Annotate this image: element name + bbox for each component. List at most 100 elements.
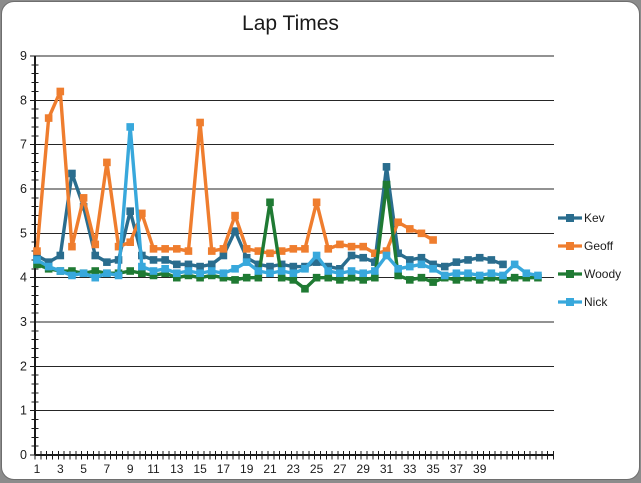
data-point-kev-lap-22[interactable] — [277, 260, 286, 269]
data-point-kev-lap-3[interactable] — [56, 251, 65, 260]
data-point-kev-lap-1[interactable] — [33, 251, 41, 260]
data-point-kev-lap-16[interactable] — [207, 260, 216, 269]
data-point-nick-lap-42[interactable] — [510, 260, 519, 269]
data-point-geoff-lap-25[interactable] — [312, 198, 321, 207]
data-point-woody-lap-32[interactable] — [394, 271, 402, 280]
data-point-woody-lap-43[interactable] — [522, 273, 531, 282]
data-point-woody-lap-30[interactable] — [371, 273, 379, 282]
data-point-nick-lap-3[interactable] — [56, 267, 65, 275]
data-point-kev-lap-33[interactable] — [406, 256, 414, 264]
data-point-kev-lap-11[interactable] — [149, 256, 158, 264]
data-point-nick-lap-16[interactable] — [207, 267, 216, 275]
data-point-woody-lap-11[interactable] — [149, 271, 158, 280]
data-point-woody-lap-24[interactable] — [301, 284, 309, 293]
data-point-nick-lap-24[interactable] — [301, 265, 309, 273]
data-point-geoff-lap-34[interactable] — [417, 229, 426, 238]
data-point-geoff-lap-13[interactable] — [173, 245, 181, 253]
data-point-geoff-lap-18[interactable] — [231, 211, 239, 220]
data-point-woody-lap-17[interactable] — [219, 273, 228, 282]
data-point-kev-lap-39[interactable] — [475, 253, 484, 262]
data-point-nick-lap-7[interactable] — [103, 269, 111, 278]
data-point-geoff-lap-21[interactable] — [266, 249, 274, 258]
data-point-geoff-lap-1[interactable] — [33, 247, 41, 255]
data-point-nick-lap-30[interactable] — [371, 267, 379, 275]
data-point-kev-lap-36[interactable] — [440, 262, 449, 271]
data-point-nick-lap-14[interactable] — [184, 267, 193, 275]
data-point-nick-lap-41[interactable] — [499, 271, 507, 280]
data-point-geoff-lap-33[interactable] — [406, 225, 414, 233]
data-point-woody-lap-12[interactable] — [161, 269, 169, 278]
data-point-nick-lap-21[interactable] — [266, 269, 274, 278]
data-point-kev-lap-25[interactable] — [312, 258, 321, 266]
data-point-woody-lap-39[interactable] — [475, 276, 484, 284]
data-point-geoff-lap-7[interactable] — [103, 158, 111, 167]
data-point-nick-lap-25[interactable] — [312, 251, 321, 260]
data-point-nick-lap-20[interactable] — [254, 267, 263, 275]
data-point-nick-lap-1[interactable] — [33, 256, 41, 264]
data-point-kev-lap-34[interactable] — [417, 253, 426, 262]
data-point-nick-lap-27[interactable] — [336, 269, 344, 278]
data-point-kev-lap-9[interactable] — [126, 207, 134, 215]
data-point-kev-lap-17[interactable] — [219, 251, 228, 260]
data-point-kev-lap-27[interactable] — [336, 265, 344, 273]
data-point-woody-lap-15[interactable] — [196, 273, 204, 282]
data-point-woody-lap-16[interactable] — [207, 271, 216, 280]
data-point-geoff-lap-30[interactable] — [371, 249, 379, 258]
data-point-nick-lap-38[interactable] — [464, 269, 472, 278]
data-point-nick-lap-4[interactable] — [68, 271, 76, 280]
data-point-geoff-lap-3[interactable] — [56, 87, 65, 96]
data-point-woody-lap-29[interactable] — [359, 276, 367, 284]
data-point-geoff-lap-9[interactable] — [126, 238, 134, 246]
data-point-geoff-lap-4[interactable] — [68, 242, 76, 251]
data-point-geoff-lap-2[interactable] — [44, 114, 53, 122]
data-point-woody-lap-10[interactable] — [138, 269, 146, 278]
data-point-woody-lap-26[interactable] — [324, 273, 333, 282]
data-point-kev-lap-30[interactable] — [371, 258, 379, 266]
data-point-kev-lap-31[interactable] — [382, 163, 391, 171]
data-point-geoff-lap-12[interactable] — [161, 245, 169, 253]
data-point-kev-lap-12[interactable] — [161, 256, 169, 264]
data-point-kev-lap-19[interactable] — [242, 253, 251, 262]
data-point-woody-lap-18[interactable] — [231, 276, 239, 284]
data-point-kev-lap-14[interactable] — [184, 260, 193, 269]
data-point-kev-lap-6[interactable] — [91, 251, 100, 260]
data-point-geoff-lap-17[interactable] — [219, 245, 228, 253]
data-point-geoff-lap-26[interactable] — [324, 245, 333, 253]
data-point-geoff-lap-22[interactable] — [277, 247, 286, 255]
data-point-kev-lap-13[interactable] — [173, 260, 181, 269]
data-point-woody-lap-23[interactable] — [289, 276, 298, 284]
data-point-nick-lap-22[interactable] — [277, 267, 286, 275]
data-point-nick-lap-43[interactable] — [522, 269, 531, 278]
data-point-kev-lap-2[interactable] — [44, 258, 53, 266]
data-point-geoff-lap-15[interactable] — [196, 118, 204, 127]
data-point-geoff-lap-31[interactable] — [382, 247, 391, 255]
data-point-kev-lap-5[interactable] — [79, 202, 88, 211]
data-point-woody-lap-31[interactable] — [382, 180, 391, 189]
data-point-woody-lap-9[interactable] — [126, 267, 134, 275]
data-point-geoff-lap-28[interactable] — [347, 242, 356, 251]
data-point-kev-lap-35[interactable] — [429, 260, 437, 269]
data-point-woody-lap-35[interactable] — [429, 278, 437, 286]
data-point-woody-lap-38[interactable] — [464, 273, 472, 282]
data-point-nick-lap-11[interactable] — [149, 267, 158, 275]
data-point-nick-lap-12[interactable] — [161, 265, 169, 273]
data-point-geoff-lap-5[interactable] — [79, 194, 88, 202]
data-point-geoff-lap-16[interactable] — [207, 247, 216, 255]
data-point-woody-lap-25[interactable] — [312, 273, 321, 282]
data-point-woody-lap-41[interactable] — [499, 276, 507, 284]
data-point-nick-lap-44[interactable] — [534, 271, 542, 280]
data-point-nick-lap-40[interactable] — [487, 269, 496, 278]
data-point-kev-lap-21[interactable] — [266, 262, 274, 271]
data-point-nick-lap-5[interactable] — [79, 269, 88, 278]
data-point-kev-lap-18[interactable] — [231, 227, 239, 235]
data-point-woody-lap-28[interactable] — [347, 273, 356, 282]
data-point-nick-lap-19[interactable] — [242, 258, 251, 266]
data-point-woody-lap-37[interactable] — [452, 276, 461, 284]
data-point-woody-lap-19[interactable] — [242, 273, 251, 282]
data-point-kev-lap-41[interactable] — [499, 260, 507, 269]
data-point-woody-lap-34[interactable] — [417, 273, 426, 282]
data-point-kev-lap-20[interactable] — [254, 260, 263, 269]
data-point-nick-lap-29[interactable] — [359, 269, 367, 278]
data-point-geoff-lap-24[interactable] — [301, 245, 309, 253]
data-point-nick-lap-18[interactable] — [231, 265, 239, 273]
